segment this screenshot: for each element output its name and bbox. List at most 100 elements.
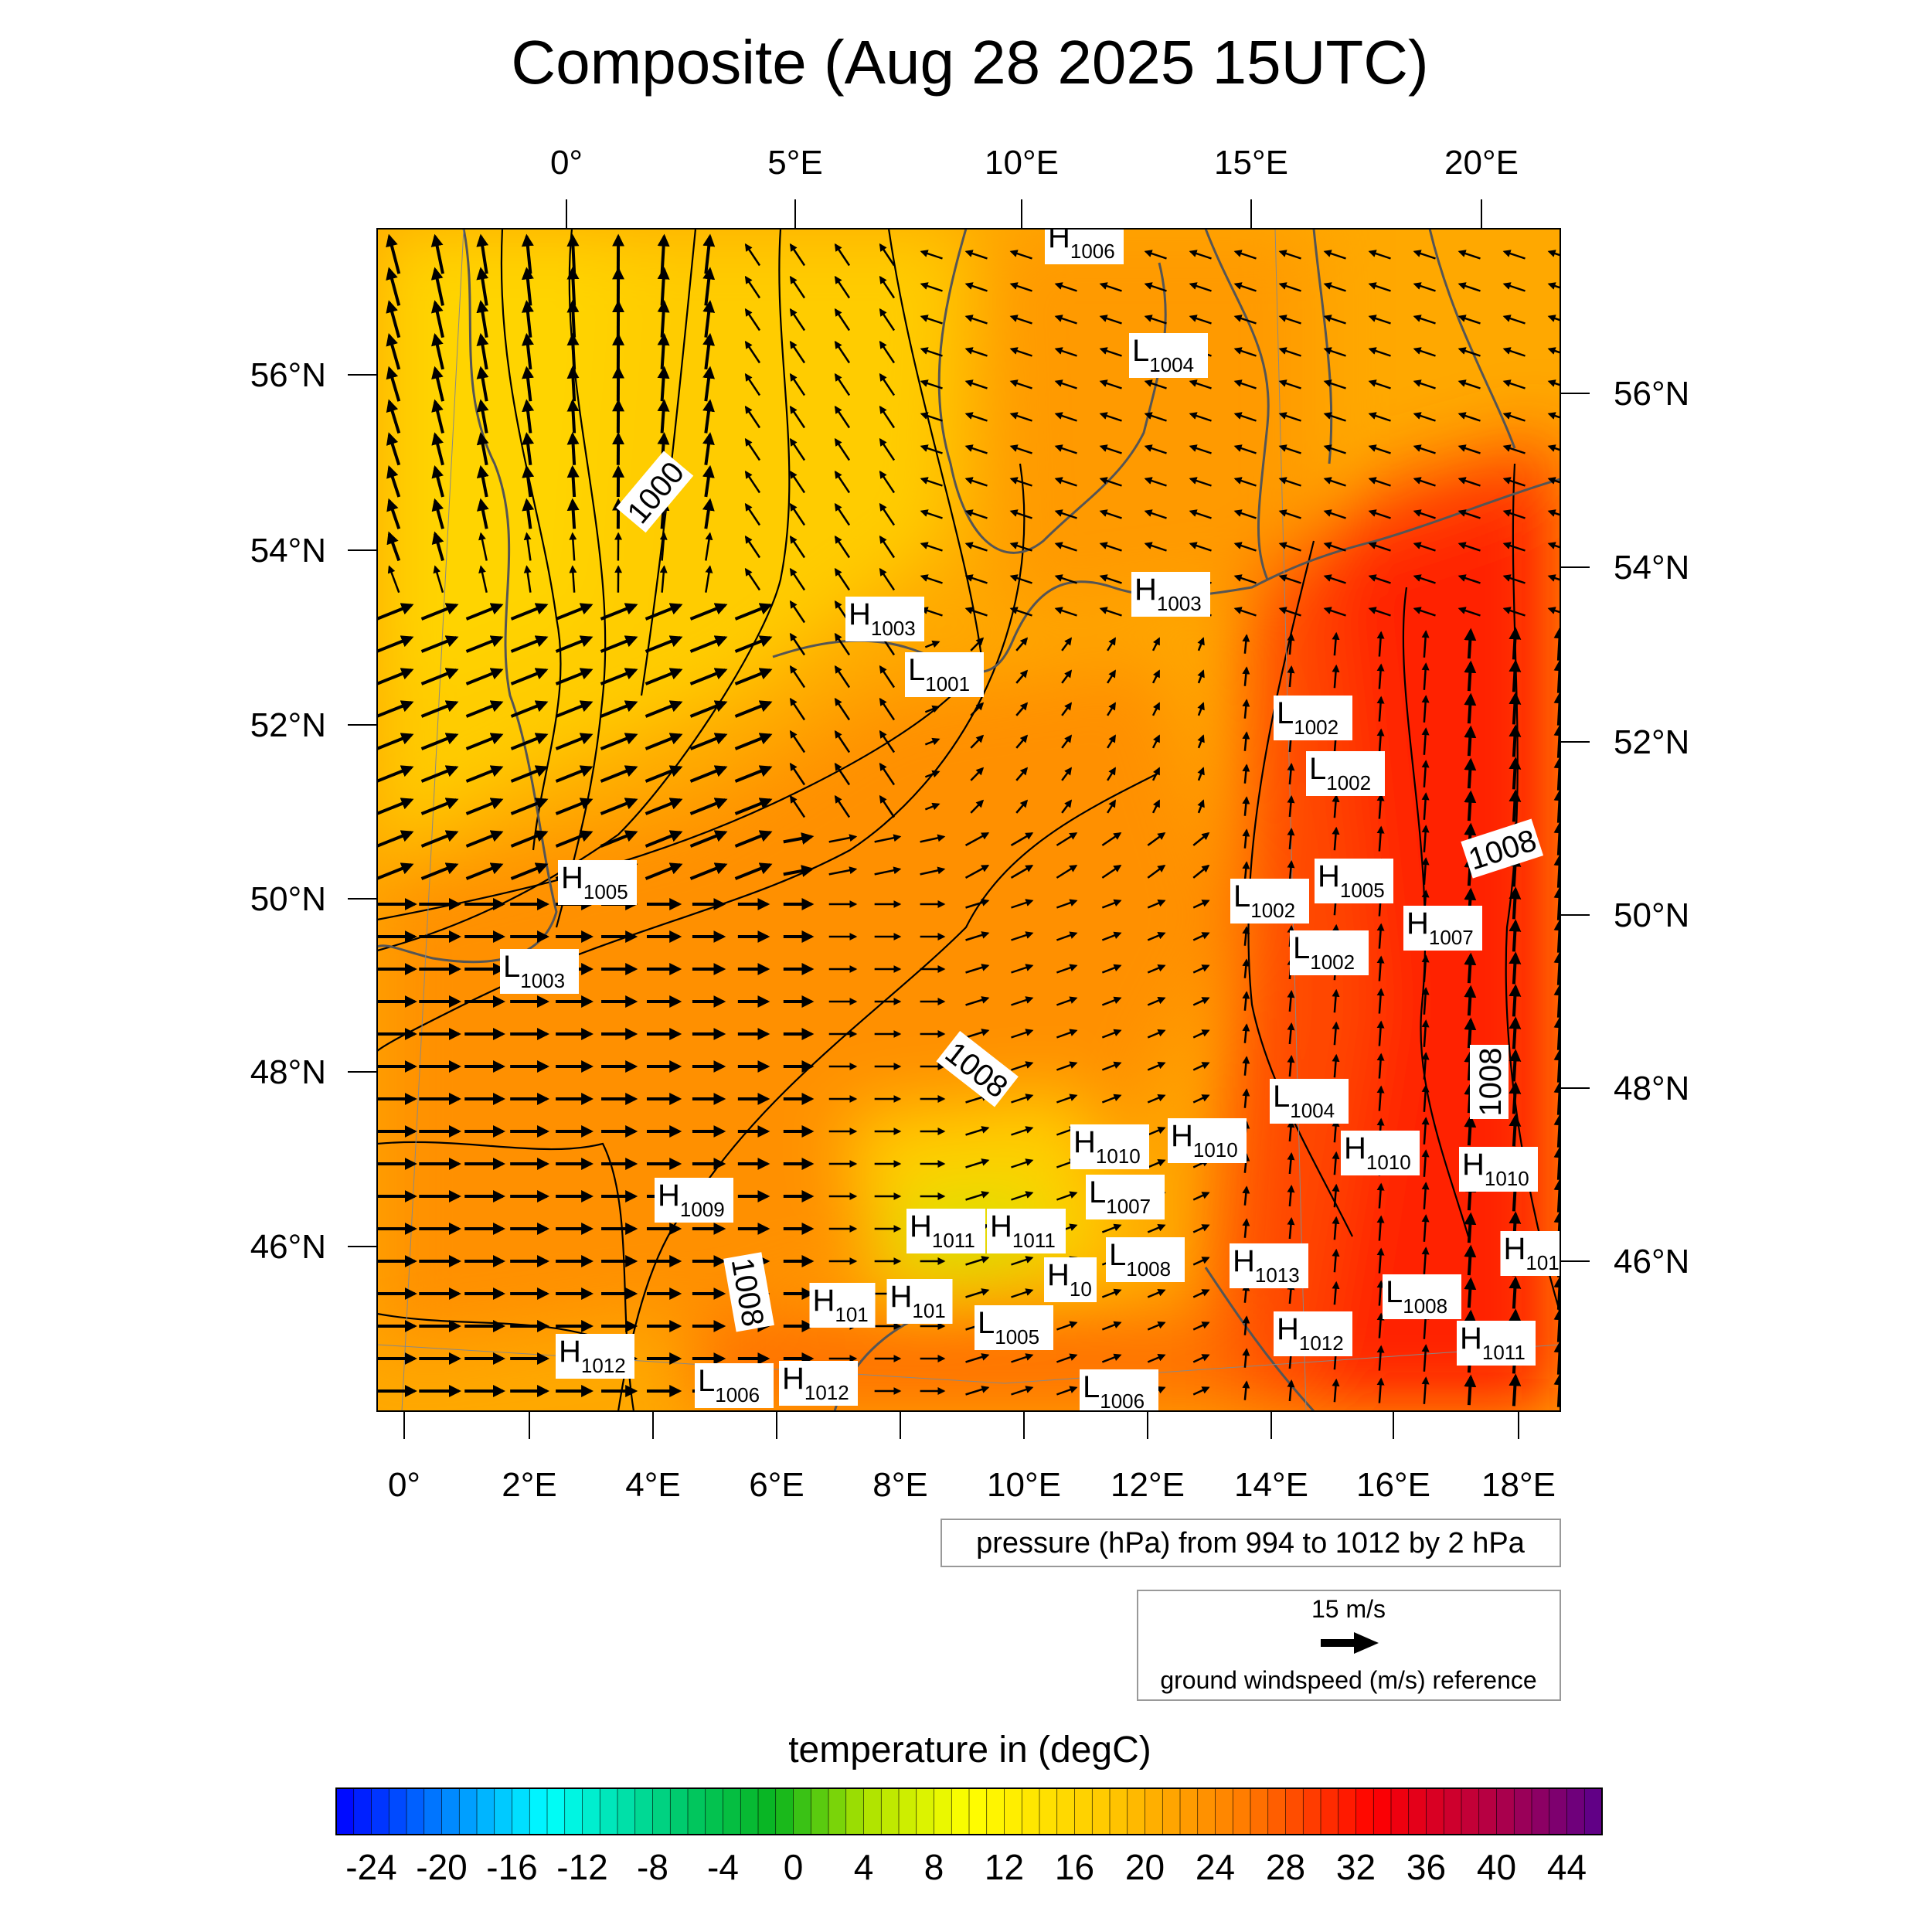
wind-arrow <box>657 267 670 306</box>
wind-arrow <box>1413 315 1436 325</box>
wind-arrow <box>476 432 489 466</box>
wind-arrow <box>1332 1118 1340 1143</box>
wind-arrow <box>1502 574 1526 584</box>
wind-arrow <box>1233 444 1257 454</box>
svg-text:H1005: H1005 <box>1318 859 1385 902</box>
tick-label: 54°N <box>250 532 326 570</box>
wind-arrow <box>1054 315 1077 325</box>
wind-arrow <box>789 600 806 624</box>
wind-arrow <box>465 668 504 685</box>
pressure-center-high: H1010 <box>1070 1124 1149 1169</box>
colorbar-bin <box>388 1787 407 1835</box>
wind-arrow <box>555 603 594 621</box>
colorbar-bin <box>880 1787 900 1835</box>
wind-arrow <box>834 632 851 656</box>
wind-arrow <box>1421 662 1430 690</box>
wind-reference-legend: 15 m/s ground windspeed (m/s) reference <box>1137 1590 1561 1701</box>
wind-arrow <box>1509 1276 1522 1309</box>
wind-arrow <box>1323 574 1346 584</box>
wind-arrow <box>1101 964 1122 974</box>
wind-arrow <box>879 275 896 299</box>
wind-arrow <box>920 282 943 292</box>
svg-text:H1010: H1010 <box>1344 1131 1411 1174</box>
wind-arrow <box>789 502 806 526</box>
wind-arrow <box>465 733 504 750</box>
wind-arrow <box>1464 790 1477 821</box>
center-type: H <box>813 1284 835 1318</box>
wind-arrow <box>874 834 902 843</box>
wind-arrow <box>1233 250 1257 260</box>
wind-arrow <box>1061 799 1073 814</box>
wind-arrow <box>965 899 990 909</box>
wind-arrow <box>964 444 988 454</box>
wind-arrow <box>1287 795 1295 818</box>
wind-arrow <box>476 366 489 402</box>
wind-arrow <box>1197 767 1205 781</box>
wind-arrow <box>965 1029 990 1039</box>
wind-arrow <box>645 733 683 750</box>
wind-arrow <box>1107 767 1116 781</box>
wind-arrow <box>510 635 549 653</box>
colorbar-bin <box>968 1787 988 1835</box>
wind-arrow <box>522 399 535 434</box>
colorbar-bin <box>1338 1787 1357 1835</box>
wind-arrow <box>1151 734 1161 749</box>
svg-text:L1003: L1003 <box>503 950 565 992</box>
wind-arrow <box>1056 931 1078 941</box>
center-value: 1008 <box>1403 1294 1447 1318</box>
colorbar-bin <box>1021 1787 1040 1835</box>
wind-arrow <box>1233 509 1257 519</box>
svg-text:H101: H101 <box>1504 1232 1560 1274</box>
wind-arrow <box>734 635 773 653</box>
wind-arrow <box>970 734 985 749</box>
wind-arrow <box>1192 1029 1210 1039</box>
center-type: H <box>658 1179 680 1213</box>
wind-arrow <box>1323 542 1346 552</box>
wind-arrow <box>702 464 715 498</box>
wind-arrow <box>1242 634 1250 654</box>
wind-arrow <box>555 700 594 718</box>
wind-arrow <box>1099 607 1122 617</box>
wind-arrow <box>1192 832 1210 846</box>
svg-text:H1012: H1012 <box>1277 1312 1344 1355</box>
pressure-center-high: H1006 <box>1045 229 1124 264</box>
wind-arrow <box>1509 1114 1522 1147</box>
wind-arrow <box>1144 282 1167 292</box>
wind-arrow <box>789 632 806 656</box>
svg-text:H1003: H1003 <box>849 597 916 640</box>
wind-arrow <box>879 470 896 494</box>
wind-arrow <box>920 412 943 422</box>
wind-arrow <box>1509 951 1522 985</box>
wind-arrow <box>1056 964 1078 974</box>
wind-arrow <box>1144 477 1167 487</box>
wind-arrow <box>1278 477 1301 487</box>
wind-arrow <box>705 565 713 593</box>
wind-arrow <box>1464 1277 1477 1308</box>
pressure-center-low: L1007 <box>1086 1175 1165 1219</box>
wind-arrow <box>1197 799 1205 814</box>
wind-arrow <box>789 794 806 818</box>
wind-arrow <box>1368 282 1391 292</box>
wind-arrow <box>1502 477 1526 487</box>
wind-arrow <box>689 798 728 815</box>
wind-arrow <box>744 437 761 461</box>
wind-arrow <box>433 565 444 594</box>
wind-arrow <box>1011 1061 1034 1071</box>
wind-arrow <box>1242 958 1250 978</box>
wind-arrow <box>920 444 943 454</box>
svg-text:H1010: H1010 <box>1073 1125 1141 1168</box>
center-type: H <box>782 1362 804 1396</box>
wind-arrow <box>1144 444 1167 454</box>
wind-arrow <box>1009 282 1032 292</box>
wind-arrow <box>600 603 638 621</box>
wind-arrow <box>1147 1353 1166 1363</box>
wind-arrow <box>386 531 401 562</box>
colorbar <box>335 1787 1603 1835</box>
center-type: H <box>1233 1244 1255 1278</box>
center-value: 10 <box>1070 1277 1092 1301</box>
wind-arrow <box>879 502 896 526</box>
wind-arrow <box>783 865 815 877</box>
wind-arrow <box>1464 1244 1477 1276</box>
wind-arrow <box>1101 1353 1122 1363</box>
wind-arrow <box>1147 864 1166 879</box>
